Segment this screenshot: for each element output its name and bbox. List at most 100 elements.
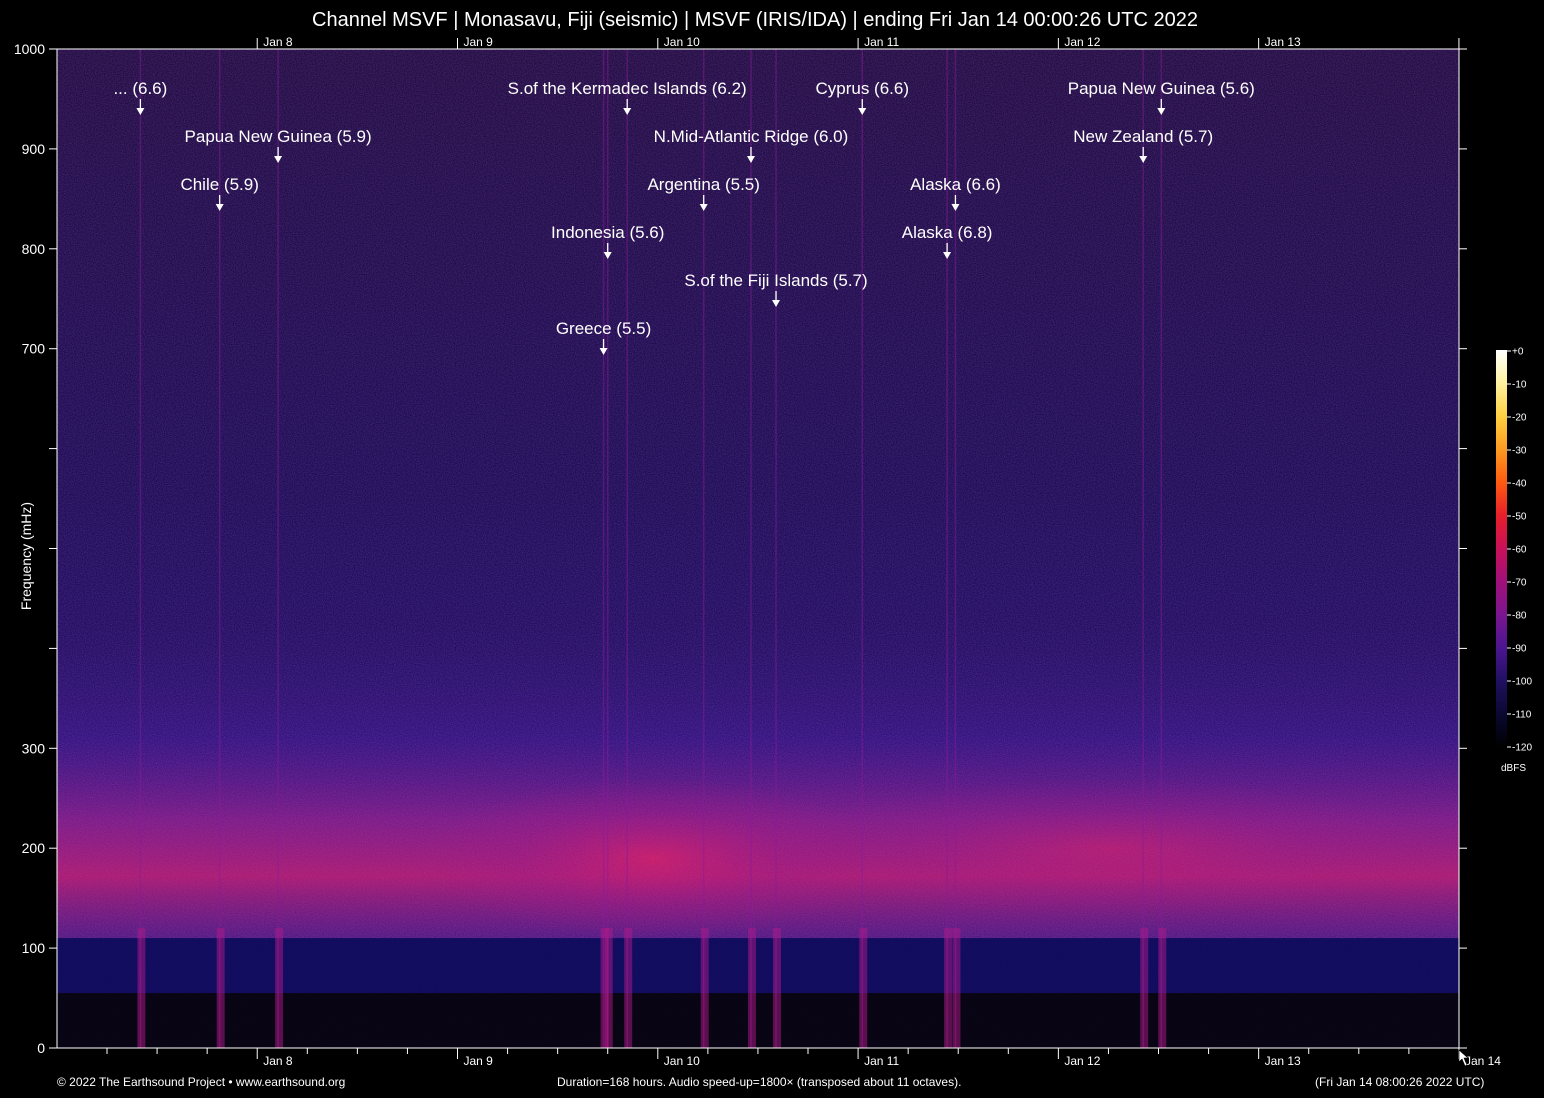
x-tick-label-bottom: Jan 14	[1465, 1054, 1501, 1068]
event-label: S.of the Fiji Islands (5.7)	[684, 271, 867, 290]
y-axis: 0 100 200 300 700 800 900 1000	[14, 41, 1467, 1056]
colorbar-tick-label: -60	[1512, 545, 1527, 556]
event-label: Cyprus (6.6)	[815, 79, 909, 98]
arrow-down-icon	[136, 108, 145, 115]
x-tick-label-bottom: Jan 11	[864, 1054, 899, 1068]
event-annotation: ... (6.6)	[113, 79, 167, 115]
spectrogram-floor	[57, 993, 1459, 1048]
event-streak-base	[137, 928, 146, 1048]
event-label: ... (6.6)	[113, 79, 167, 98]
x-tick-label-top: Jan 13	[1265, 35, 1301, 49]
event-label: Indonesia (5.6)	[551, 223, 664, 242]
x-tick-label-top: Jan 8	[263, 35, 293, 49]
event-streak-base	[216, 928, 225, 1048]
arrow-down-icon	[951, 204, 960, 211]
event-streak-base	[604, 928, 613, 1048]
cursor-arrow-icon	[1458, 1049, 1469, 1067]
event-annotation: Greece (5.5)	[556, 319, 651, 355]
x-tick-label-top: Jan 9	[464, 35, 494, 49]
arrow-down-icon	[603, 252, 612, 259]
event-streak-base	[773, 928, 782, 1048]
event-streak-base	[944, 928, 953, 1048]
event-annotation: Papua New Guinea (5.6)	[1068, 79, 1255, 115]
event-streak-base	[700, 928, 709, 1048]
chart-title: Channel MSVF | Monasavu, Fiji (seismic) …	[312, 9, 1198, 31]
event-label: N.Mid-Atlantic Ridge (6.0)	[654, 127, 849, 146]
colorbar-gradient	[1496, 350, 1507, 748]
event-label: Papua New Guinea (5.9)	[185, 127, 372, 146]
x-tick-label-top: Jan 11	[864, 35, 899, 49]
colorbar-tick-label: -30	[1512, 446, 1527, 457]
colorbar-unit: dBFS	[1501, 763, 1526, 774]
arrow-down-icon	[699, 204, 708, 211]
arrow-down-icon	[1139, 156, 1148, 163]
event-label: S.of the Kermadec Islands (6.2)	[508, 79, 747, 98]
event-streak-base	[600, 928, 609, 1048]
event-streak-base	[1140, 928, 1149, 1048]
arrow-down-icon	[858, 108, 867, 115]
event-streak-base	[1158, 928, 1167, 1048]
y-tick-label: 200	[22, 840, 46, 856]
event-annotation: Alaska (6.8)	[902, 223, 993, 259]
colorbar-tick-label: -80	[1512, 611, 1527, 622]
y-tick-label: 800	[22, 241, 46, 257]
colorbar-tick-label: -50	[1512, 512, 1527, 523]
event-annotations: ... (6.6) Chile (5.9) Papua New Guinea (5.…	[113, 79, 1255, 355]
event-streak-base	[859, 928, 868, 1048]
arrow-down-icon	[274, 156, 283, 163]
spectrogram-low-band	[57, 938, 1459, 994]
event-streak-base	[952, 928, 961, 1048]
arrow-down-icon	[599, 348, 608, 355]
y-tick-label: 100	[22, 940, 46, 956]
y-tick-label: 900	[22, 141, 46, 157]
colorbar-tick-label: +0	[1512, 347, 1524, 358]
event-label: Alaska (6.8)	[902, 223, 993, 242]
colorbar-tick-label: -90	[1512, 644, 1527, 655]
x-tick-label-bottom: Jan 8	[263, 1054, 293, 1068]
event-annotation: Alaska (6.6)	[910, 175, 1001, 211]
event-annotation: N.Mid-Atlantic Ridge (6.0)	[654, 127, 849, 163]
event-label: Argentina (5.5)	[647, 175, 759, 194]
footer-timestamp: (Fri Jan 14 08:00:26 2022 UTC)	[1315, 1075, 1485, 1089]
arrow-down-icon	[772, 300, 781, 307]
event-streak-base	[624, 928, 633, 1048]
event-annotation: Argentina (5.5)	[647, 175, 760, 211]
arrow-down-icon	[943, 252, 952, 259]
colorbar-tick-label: -20	[1512, 413, 1527, 424]
event-label: Greece (5.5)	[556, 319, 651, 338]
colorbar-tick-label: -110	[1512, 710, 1532, 721]
colorbar: +0 -10 -20 -30 -40 -50 -60 -70 -80 -90 -100 -110 -12…	[1496, 347, 1532, 774]
event-streaks	[137, 49, 1167, 1048]
event-annotation: Cyprus (6.6)	[815, 79, 909, 115]
event-annotation: S.of the Kermadec Islands (6.2)	[508, 79, 747, 115]
event-label: Papua New Guinea (5.6)	[1068, 79, 1255, 98]
event-streak-base	[275, 928, 284, 1048]
event-annotation: Indonesia (5.6)	[551, 223, 664, 259]
x-tick-label-bottom: Jan 10	[664, 1054, 700, 1068]
event-annotation: Chile (5.9)	[180, 175, 259, 211]
colorbar-tick-label: -10	[1512, 380, 1527, 391]
x-tick-label-top: Jan 10	[664, 35, 700, 49]
arrow-down-icon	[215, 204, 224, 211]
y-tick-label: 1000	[14, 41, 45, 57]
event-annotation: S.of the Fiji Islands (5.7)	[684, 271, 868, 307]
event-streak-base	[747, 928, 756, 1048]
y-tick-label: 0	[37, 1040, 45, 1056]
arrow-down-icon	[1157, 108, 1166, 115]
arrow-down-icon	[623, 108, 632, 115]
y-tick-label: 700	[22, 341, 46, 357]
event-annotation: New Zealand (5.7)	[1073, 127, 1213, 163]
colorbar-tick-label: -70	[1512, 578, 1527, 589]
x-axis: Jan 8 Jan 8 Jan 9 Jan 9 Jan 10 Jan 10 Jan 11 Ja…	[106, 35, 1501, 1068]
x-tick-label-top: Jan 12	[1064, 35, 1100, 49]
arrow-down-icon	[746, 156, 755, 163]
colorbar-tick-label: -40	[1512, 479, 1527, 490]
spectrogram-noise	[57, 49, 1459, 1048]
x-tick-label-bottom: Jan 12	[1064, 1054, 1100, 1068]
colorbar-tick-label: -100	[1512, 677, 1532, 688]
event-label: New Zealand (5.7)	[1073, 127, 1213, 146]
event-label: Alaska (6.6)	[910, 175, 1001, 194]
y-tick-label: 300	[22, 740, 46, 756]
event-label: Chile (5.9)	[180, 175, 258, 194]
